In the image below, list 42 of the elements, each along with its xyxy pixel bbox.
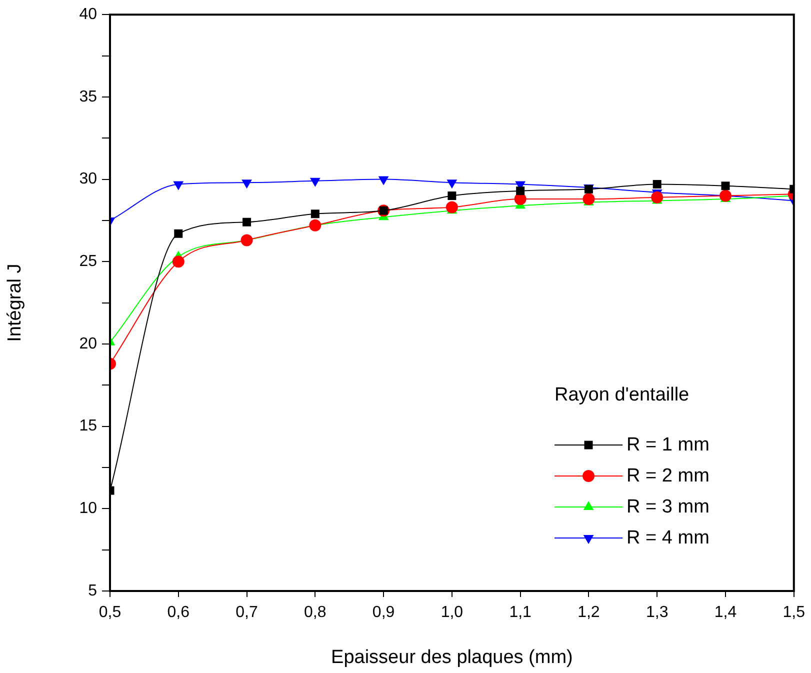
legend-title: Rayon d'entaille xyxy=(554,384,690,406)
x-tick-label: 0,5 xyxy=(98,604,122,622)
point xyxy=(378,176,389,186)
point xyxy=(174,229,183,238)
x-tick-label: 1,3 xyxy=(646,604,668,622)
point xyxy=(309,219,322,232)
x-axis-title: Epaisseur des plaques (mm) xyxy=(331,646,573,668)
legend-label: R = 4 mm xyxy=(626,527,710,548)
y-tick-label: 20 xyxy=(79,335,98,352)
x-tick-label: 1,0 xyxy=(440,604,464,622)
point xyxy=(448,192,456,200)
x-tick-label: 1,5 xyxy=(782,604,806,622)
x-tick-label: 0,6 xyxy=(167,604,190,622)
x-tick-label: 1,4 xyxy=(714,604,737,622)
point xyxy=(310,210,320,218)
legend-label: R = 1 mm xyxy=(626,434,710,456)
y-tick-label: 15 xyxy=(79,418,98,435)
point xyxy=(652,180,662,188)
y-tick-label: 25 xyxy=(79,253,98,270)
point xyxy=(651,191,664,204)
legend-label: R = 2 mm xyxy=(626,465,710,486)
point xyxy=(172,256,184,268)
point xyxy=(310,178,320,187)
point xyxy=(582,193,595,206)
x-tick-label: 0,7 xyxy=(236,604,258,622)
point xyxy=(516,186,525,196)
y-tick-label: 5 xyxy=(88,582,98,600)
x-tick-label: 0,9 xyxy=(372,604,395,622)
point xyxy=(173,181,184,190)
x-tick-label: 1,1 xyxy=(509,604,532,622)
point xyxy=(721,182,730,190)
legend-label: R = 3 mm xyxy=(626,496,710,518)
point xyxy=(240,234,253,246)
y-tick-label: 30 xyxy=(79,170,98,188)
y-tick-label: 40 xyxy=(79,6,98,24)
y-axis-title: Intégral J xyxy=(4,264,26,342)
y-tick-label: 35 xyxy=(79,88,98,106)
x-tick-label: 1,2 xyxy=(578,604,600,622)
y-tick-label: 10 xyxy=(79,500,98,518)
x-tick-label: 0,8 xyxy=(304,604,326,622)
point xyxy=(446,201,458,214)
point xyxy=(242,218,252,226)
